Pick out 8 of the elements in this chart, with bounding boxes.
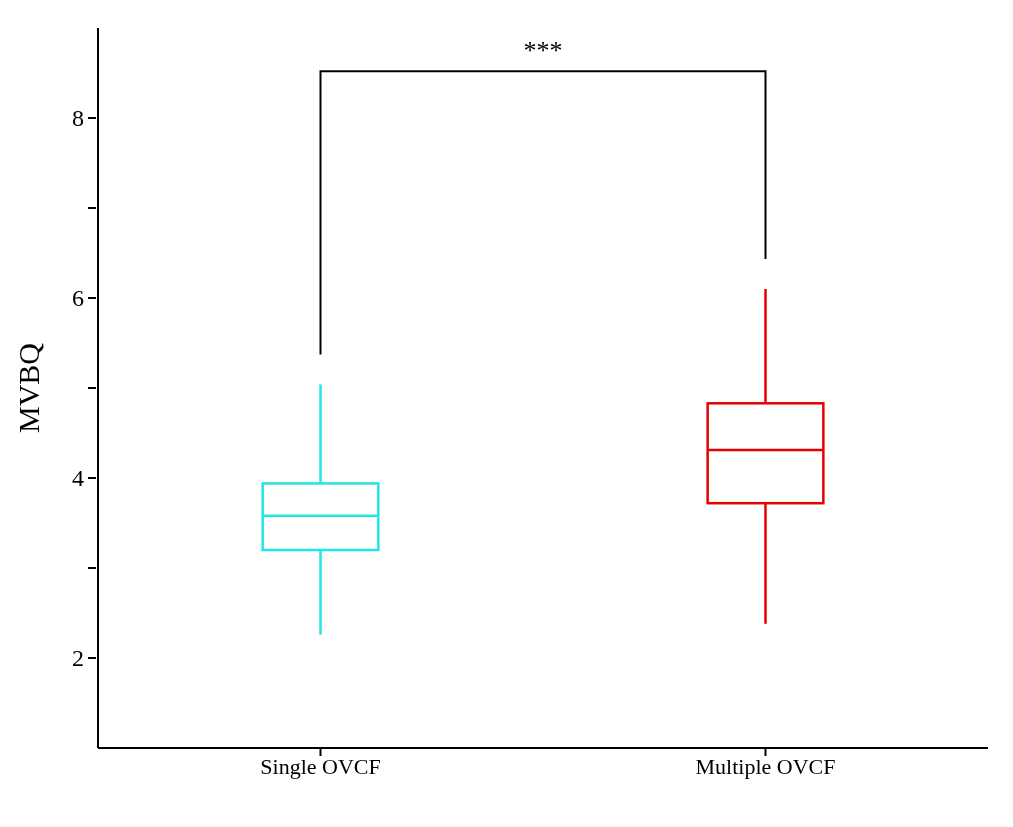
x-tick-label: Single OVCF [260,753,381,779]
annotation: *** [523,36,563,66]
x-tick-label: Multiple OVCF [695,753,836,779]
y-tick-label: 8 [72,105,84,132]
y-axis-title: MVBQ [11,342,45,434]
y-tick-label: 6 [72,285,84,312]
y-tick-label: 4 [72,465,84,492]
y-tick-label: 2 [72,645,84,672]
